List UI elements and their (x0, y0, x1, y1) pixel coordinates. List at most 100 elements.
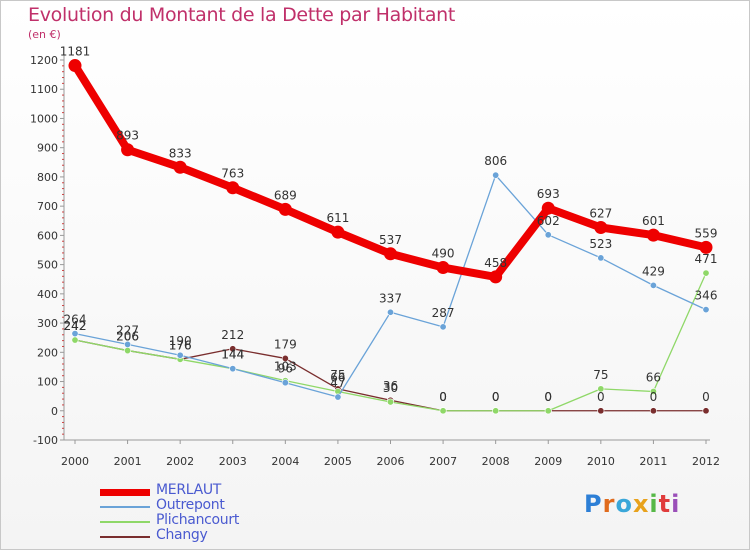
data-label-plichancourt: 176 (169, 338, 192, 352)
logo-letter: r (602, 490, 616, 518)
logo-letter: x (632, 490, 650, 518)
x-tick-label: 2001 (114, 455, 142, 468)
data-point-outrepont (649, 281, 657, 289)
data-point-merlaut (121, 143, 135, 157)
data-label-merlaut: 1181 (60, 45, 91, 59)
data-label-plichancourt: 0 (439, 390, 447, 404)
legend-swatch (100, 488, 150, 496)
data-label-outrepont: 47 (330, 376, 345, 390)
data-point-merlaut (594, 220, 608, 234)
data-label-changy: 0 (492, 390, 500, 404)
data-point-outrepont (334, 393, 342, 401)
data-label-plichancourt: 242 (64, 319, 87, 333)
data-point-plichancourt (124, 347, 132, 355)
data-label-changy: 75 (330, 368, 345, 382)
data-point-plichancourt (544, 407, 552, 415)
y-tick-label: 700 (37, 200, 58, 213)
legend-item-changy: Changy (100, 527, 340, 544)
data-point-outrepont (229, 365, 237, 373)
data-label-merlaut: 490 (432, 247, 455, 261)
data-label-plichancourt: 103 (274, 360, 297, 374)
y-tick-label: 1000 (30, 112, 58, 125)
series-lines (68, 59, 713, 415)
data-label-changy: 212 (221, 328, 244, 342)
y-tick-label: 1200 (30, 54, 58, 67)
data-label-changy: 0 (439, 390, 447, 404)
legend-label: Plichancourt (156, 512, 240, 528)
data-label-plichancourt: 471 (695, 252, 718, 266)
data-label-plichancourt: 144 (221, 348, 244, 362)
data-label-merlaut: 559 (695, 226, 718, 240)
data-label-outrepont: 337 (379, 291, 402, 305)
data-label-changy: 0 (702, 390, 710, 404)
x-tick-label: 2012 (692, 455, 720, 468)
data-point-outrepont (176, 351, 184, 359)
data-label-outrepont: 96 (278, 362, 293, 376)
x-tick-label: 2007 (429, 455, 457, 468)
data-label-outrepont: 806 (484, 154, 507, 168)
x-tick-label: 2000 (61, 455, 89, 468)
data-label-merlaut: 763 (221, 167, 244, 181)
data-point-plichancourt (649, 387, 657, 395)
y-tick-label: 900 (37, 142, 58, 155)
y-tick-label: 600 (37, 229, 58, 242)
data-point-merlaut (699, 240, 713, 254)
logo-letter: P (584, 490, 603, 518)
legend-item-plichancourt: Plichancourt (100, 512, 340, 529)
y-tick-label: 500 (37, 259, 58, 272)
x-tick-label: 2002 (166, 455, 194, 468)
data-label-changy: 242 (64, 319, 87, 333)
logo-letter: i (671, 490, 681, 518)
data-label-changy: 36 (383, 379, 398, 393)
data-point-outrepont (71, 330, 79, 338)
data-label-merlaut: 693 (537, 187, 560, 201)
data-label-merlaut: 611 (326, 211, 349, 225)
y-tick-label: 1100 (30, 83, 58, 96)
y-tick-label: 200 (37, 346, 58, 359)
data-label-merlaut: 458 (484, 256, 507, 270)
data-point-merlaut (436, 261, 450, 275)
x-tick-label: 2011 (639, 455, 667, 468)
data-label-changy: 0 (597, 390, 605, 404)
data-point-plichancourt (71, 336, 79, 344)
chart-title: Evolution du Montant de la Dette par Hab… (28, 4, 456, 26)
data-label-plichancourt: 30 (383, 381, 398, 395)
data-point-outrepont (544, 231, 552, 239)
data-label-changy: 176 (169, 338, 192, 352)
legend-label: MERLAUT (156, 482, 222, 498)
data-label-outrepont: 287 (432, 306, 455, 320)
data-label-outrepont: 264 (64, 313, 87, 327)
legend: MERLAUT Outrepont Plichancourt Changy (100, 482, 340, 544)
data-point-plichancourt (492, 407, 500, 415)
data-label-merlaut: 627 (589, 206, 612, 220)
data-label-outrepont: 144 (221, 348, 244, 362)
data-label-outrepont: 346 (695, 289, 718, 303)
data-point-merlaut (384, 247, 397, 261)
y-tick-label: 0 (51, 405, 58, 418)
data-label-changy: 0 (650, 390, 658, 404)
data-label-outrepont: 523 (589, 237, 612, 251)
legend-swatch (100, 521, 150, 523)
data-label-plichancourt: 0 (492, 390, 500, 404)
data-label-plichancourt: 75 (593, 368, 608, 382)
legend-item-merlaut: MERLAUT (100, 482, 340, 499)
data-label-merlaut: 689 (274, 188, 297, 202)
y-tick-label: 800 (37, 171, 58, 184)
data-point-outrepont (439, 323, 447, 331)
data-point-outrepont (281, 379, 289, 387)
legend-item-outrepont: Outrepont (100, 497, 340, 514)
logo-letter: t (658, 490, 672, 518)
x-tick-label: 2009 (534, 455, 562, 468)
data-label-merlaut: 537 (379, 233, 402, 247)
data-label-plichancourt: 0 (544, 390, 552, 404)
axes: -100010020030040050060070080090010001100… (30, 54, 720, 468)
data-label-outrepont: 227 (116, 323, 139, 337)
data-label-merlaut: 833 (169, 146, 192, 160)
x-tick-label: 2003 (219, 455, 247, 468)
data-label-plichancourt: 66 (646, 370, 661, 384)
legend-label: Outrepont (156, 497, 225, 513)
legend-swatch (100, 506, 150, 508)
data-point-changy (649, 407, 657, 415)
